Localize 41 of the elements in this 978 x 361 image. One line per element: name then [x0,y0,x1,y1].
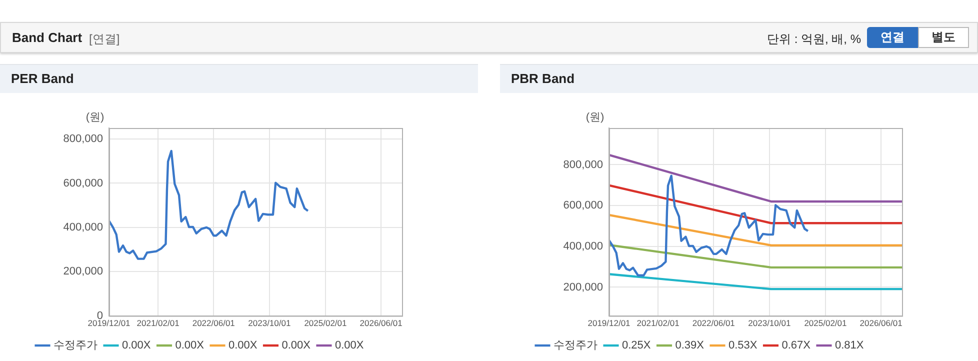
legend-label: 0.00X [122,340,152,352]
y-tick-label: 600,000 [563,200,603,212]
x-tick-label: 2021/02/01 [136,318,180,328]
y-tick-label: 400,000 [563,240,603,252]
legend-label: 0.81X [834,340,864,352]
legend-label: 0.00X [334,340,364,352]
y-tick-label: 800,000 [63,133,103,146]
x-tick-label: 2026/06/01 [360,318,403,328]
legend-label: 0.00X [228,340,258,352]
text: [연결] [89,31,120,48]
x-tick-label: 2022/06/01 [192,318,236,328]
x-tick-label: 2019/12/01 [88,318,131,328]
legend-label: 수정주가 [554,340,598,352]
y-tick-label: 200,000 [63,266,103,278]
y-tick-label: 400,000 [63,221,103,234]
legend-label: 0.67X [782,340,812,352]
legend-label: 0.39X [675,340,705,352]
x-tick-label: 2022/06/01 [692,318,736,328]
text: 단위 : 억원, 배, % [766,31,861,48]
x-tick-label: 2025/02/01 [304,318,347,328]
x-tick-label: 2019/12/01 [588,318,631,328]
text: 별도 [918,27,969,48]
chart-title: PER Band [0,64,478,93]
x-tick-label: 2026/06/01 [860,318,903,328]
legend-label: 0.53X [728,340,758,352]
y-tick-label: 600,000 [63,177,103,190]
text: Band Chart [12,30,82,45]
chart-title: PBR Band [500,64,978,93]
x-tick-label: 2023/10/01 [248,318,291,328]
x-tick-label: 2023/10/01 [748,318,791,328]
x-tick-label: 2021/02/01 [636,318,680,328]
legend-label: 수정주가 [54,340,98,352]
x-tick-label: 2025/02/01 [804,318,847,328]
legend-label: 0.00X [175,340,205,352]
legend-label: 0.00X [282,340,312,352]
y-tick-label: 800,000 [563,158,603,171]
y-axis-title: (원) [586,112,604,124]
legend-label: 0.25X [622,340,652,352]
text: 연결 [867,27,918,48]
y-axis-title: (원) [86,112,104,124]
y-tick-label: 200,000 [563,281,603,294]
